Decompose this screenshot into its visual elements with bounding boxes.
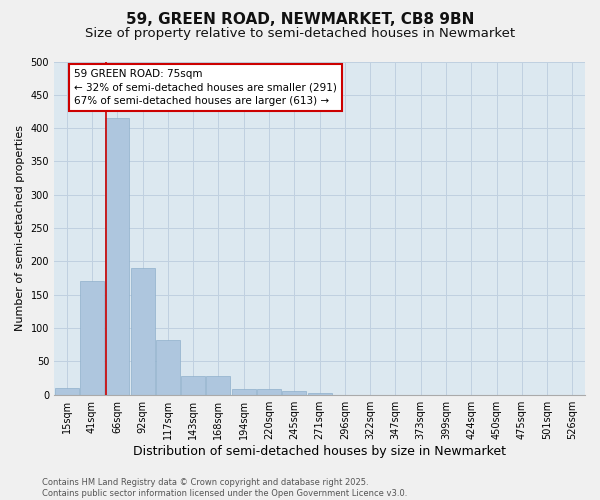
Bar — [282, 392, 306, 394]
Text: 59 GREEN ROAD: 75sqm
← 32% of semi-detached houses are smaller (291)
67% of semi: 59 GREEN ROAD: 75sqm ← 32% of semi-detac… — [74, 70, 337, 106]
Text: 59, GREEN ROAD, NEWMARKET, CB8 9BN: 59, GREEN ROAD, NEWMARKET, CB8 9BN — [126, 12, 474, 28]
Y-axis label: Number of semi-detached properties: Number of semi-detached properties — [15, 125, 25, 331]
Text: Contains HM Land Registry data © Crown copyright and database right 2025.
Contai: Contains HM Land Registry data © Crown c… — [42, 478, 407, 498]
X-axis label: Distribution of semi-detached houses by size in Newmarket: Distribution of semi-detached houses by … — [133, 444, 506, 458]
Bar — [55, 388, 79, 394]
Text: Size of property relative to semi-detached houses in Newmarket: Size of property relative to semi-detach… — [85, 28, 515, 40]
Bar — [181, 376, 205, 394]
Bar — [80, 282, 104, 395]
Bar — [232, 388, 256, 394]
Bar — [105, 118, 129, 394]
Bar — [257, 388, 281, 394]
Bar — [156, 340, 180, 394]
Bar — [206, 376, 230, 394]
Bar — [131, 268, 155, 394]
